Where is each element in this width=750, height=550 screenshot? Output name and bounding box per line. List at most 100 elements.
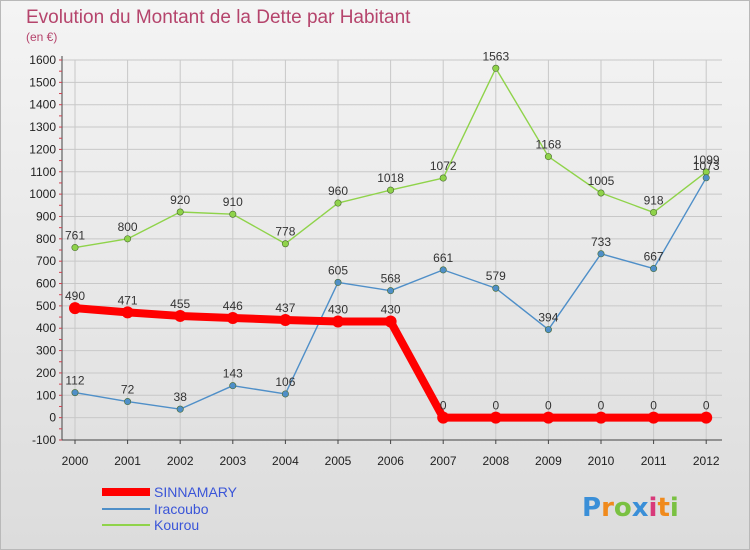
data-point xyxy=(492,64,500,72)
y-tick-label: 100 xyxy=(36,388,56,402)
data-label: 918 xyxy=(644,193,664,207)
data-point xyxy=(279,313,292,326)
data-label: 0 xyxy=(598,399,605,413)
y-tick-label: 700 xyxy=(36,254,56,268)
data-label: 72 xyxy=(121,383,135,397)
data-point xyxy=(702,174,710,182)
data-point xyxy=(597,189,605,197)
y-tick-label: 1100 xyxy=(30,165,56,179)
data-label: 446 xyxy=(223,299,243,313)
legend-label-sinnamary: SINNAMARY xyxy=(154,484,238,500)
data-label: 1005 xyxy=(588,174,615,188)
logo-letter: P xyxy=(582,493,601,523)
data-label: 761 xyxy=(65,229,85,243)
data-label: 0 xyxy=(440,399,447,413)
data-label: 661 xyxy=(433,251,453,265)
y-tick-label: 1000 xyxy=(29,187,56,201)
data-point xyxy=(384,315,397,328)
logo-letter: i xyxy=(649,493,658,523)
data-point xyxy=(124,235,132,243)
data-label: 0 xyxy=(650,399,657,413)
data-label: 394 xyxy=(538,311,558,325)
data-label: 605 xyxy=(328,263,348,277)
data-label: 430 xyxy=(381,303,401,317)
x-tick-label: 2000 xyxy=(62,454,89,468)
chart-subtitle: (en €) xyxy=(26,30,57,44)
data-point xyxy=(71,389,79,397)
data-label: 455 xyxy=(170,297,190,311)
data-point xyxy=(439,174,447,182)
data-point xyxy=(387,186,395,194)
x-tick-label: 2005 xyxy=(325,454,352,468)
data-label: 667 xyxy=(644,250,664,264)
legend-label-kourou: Kourou xyxy=(154,517,199,533)
data-point xyxy=(334,278,342,286)
data-point xyxy=(544,153,552,161)
data-point xyxy=(281,390,289,398)
x-tick-label: 2004 xyxy=(272,454,299,468)
data-point xyxy=(229,210,237,218)
logo-letter: t xyxy=(657,493,669,523)
data-label: 106 xyxy=(275,375,295,389)
data-point xyxy=(281,240,289,248)
data-label: 0 xyxy=(703,399,710,413)
y-tick-label: 200 xyxy=(36,366,56,380)
data-label: 1563 xyxy=(482,49,509,63)
y-tick-label: 300 xyxy=(36,344,56,358)
logo-letter: o xyxy=(614,493,632,523)
data-label: 38 xyxy=(174,390,188,404)
logo-letter: x xyxy=(632,493,649,523)
data-label: 1018 xyxy=(377,171,404,185)
data-point xyxy=(647,411,660,424)
y-tick-label: 1500 xyxy=(29,75,56,89)
data-label: 910 xyxy=(223,195,243,209)
data-label: 430 xyxy=(328,303,348,317)
data-point xyxy=(439,266,447,274)
data-point xyxy=(492,284,500,292)
data-point xyxy=(69,302,81,315)
data-point xyxy=(176,208,184,216)
data-label: 0 xyxy=(545,399,552,413)
data-label: 0 xyxy=(492,399,499,413)
series xyxy=(69,64,713,424)
x-tick-label: 2010 xyxy=(588,454,615,468)
data-point xyxy=(700,411,713,424)
data-label: 920 xyxy=(170,193,190,207)
proxiti-logo-text: Proxiti xyxy=(582,493,679,523)
y-tick-label: 1300 xyxy=(29,120,56,134)
data-point xyxy=(650,265,658,273)
y-tick-label: 500 xyxy=(36,299,56,313)
data-label: 143 xyxy=(223,367,243,381)
logo-letter: r xyxy=(601,493,614,523)
data-point xyxy=(332,315,344,328)
y-tick-label: 800 xyxy=(36,232,56,246)
data-point xyxy=(489,411,502,424)
data-point xyxy=(71,244,79,252)
data-label: 1072 xyxy=(430,159,457,173)
data-point xyxy=(334,199,342,207)
data-label: 579 xyxy=(486,269,506,283)
legend-label-iracoubo: Iracoubo xyxy=(154,501,209,517)
data-point xyxy=(124,398,132,406)
y-tick-label: 0 xyxy=(49,411,56,425)
data-label: 1073 xyxy=(693,159,720,173)
data-point xyxy=(542,411,555,424)
data-label: 437 xyxy=(275,301,295,315)
data-point xyxy=(226,311,239,324)
data-point xyxy=(650,208,658,216)
data-point xyxy=(437,411,450,424)
x-tick-label: 2011 xyxy=(641,454,667,468)
data-label: 471 xyxy=(118,293,138,307)
data-label: 1168 xyxy=(535,138,561,152)
data-labels: 761 800 920 910 778 960 1018 1072 1563 1168 1005 91… xyxy=(65,49,720,412)
data-label: 960 xyxy=(328,184,348,198)
proxiti-logo: Proxiti xyxy=(582,493,679,523)
axes: -100010020030040050060070080090010001100… xyxy=(29,53,722,468)
y-tick-label: 900 xyxy=(36,209,56,223)
data-point xyxy=(176,405,184,413)
x-tick-label: 2007 xyxy=(430,454,457,468)
data-label: 490 xyxy=(65,289,85,303)
